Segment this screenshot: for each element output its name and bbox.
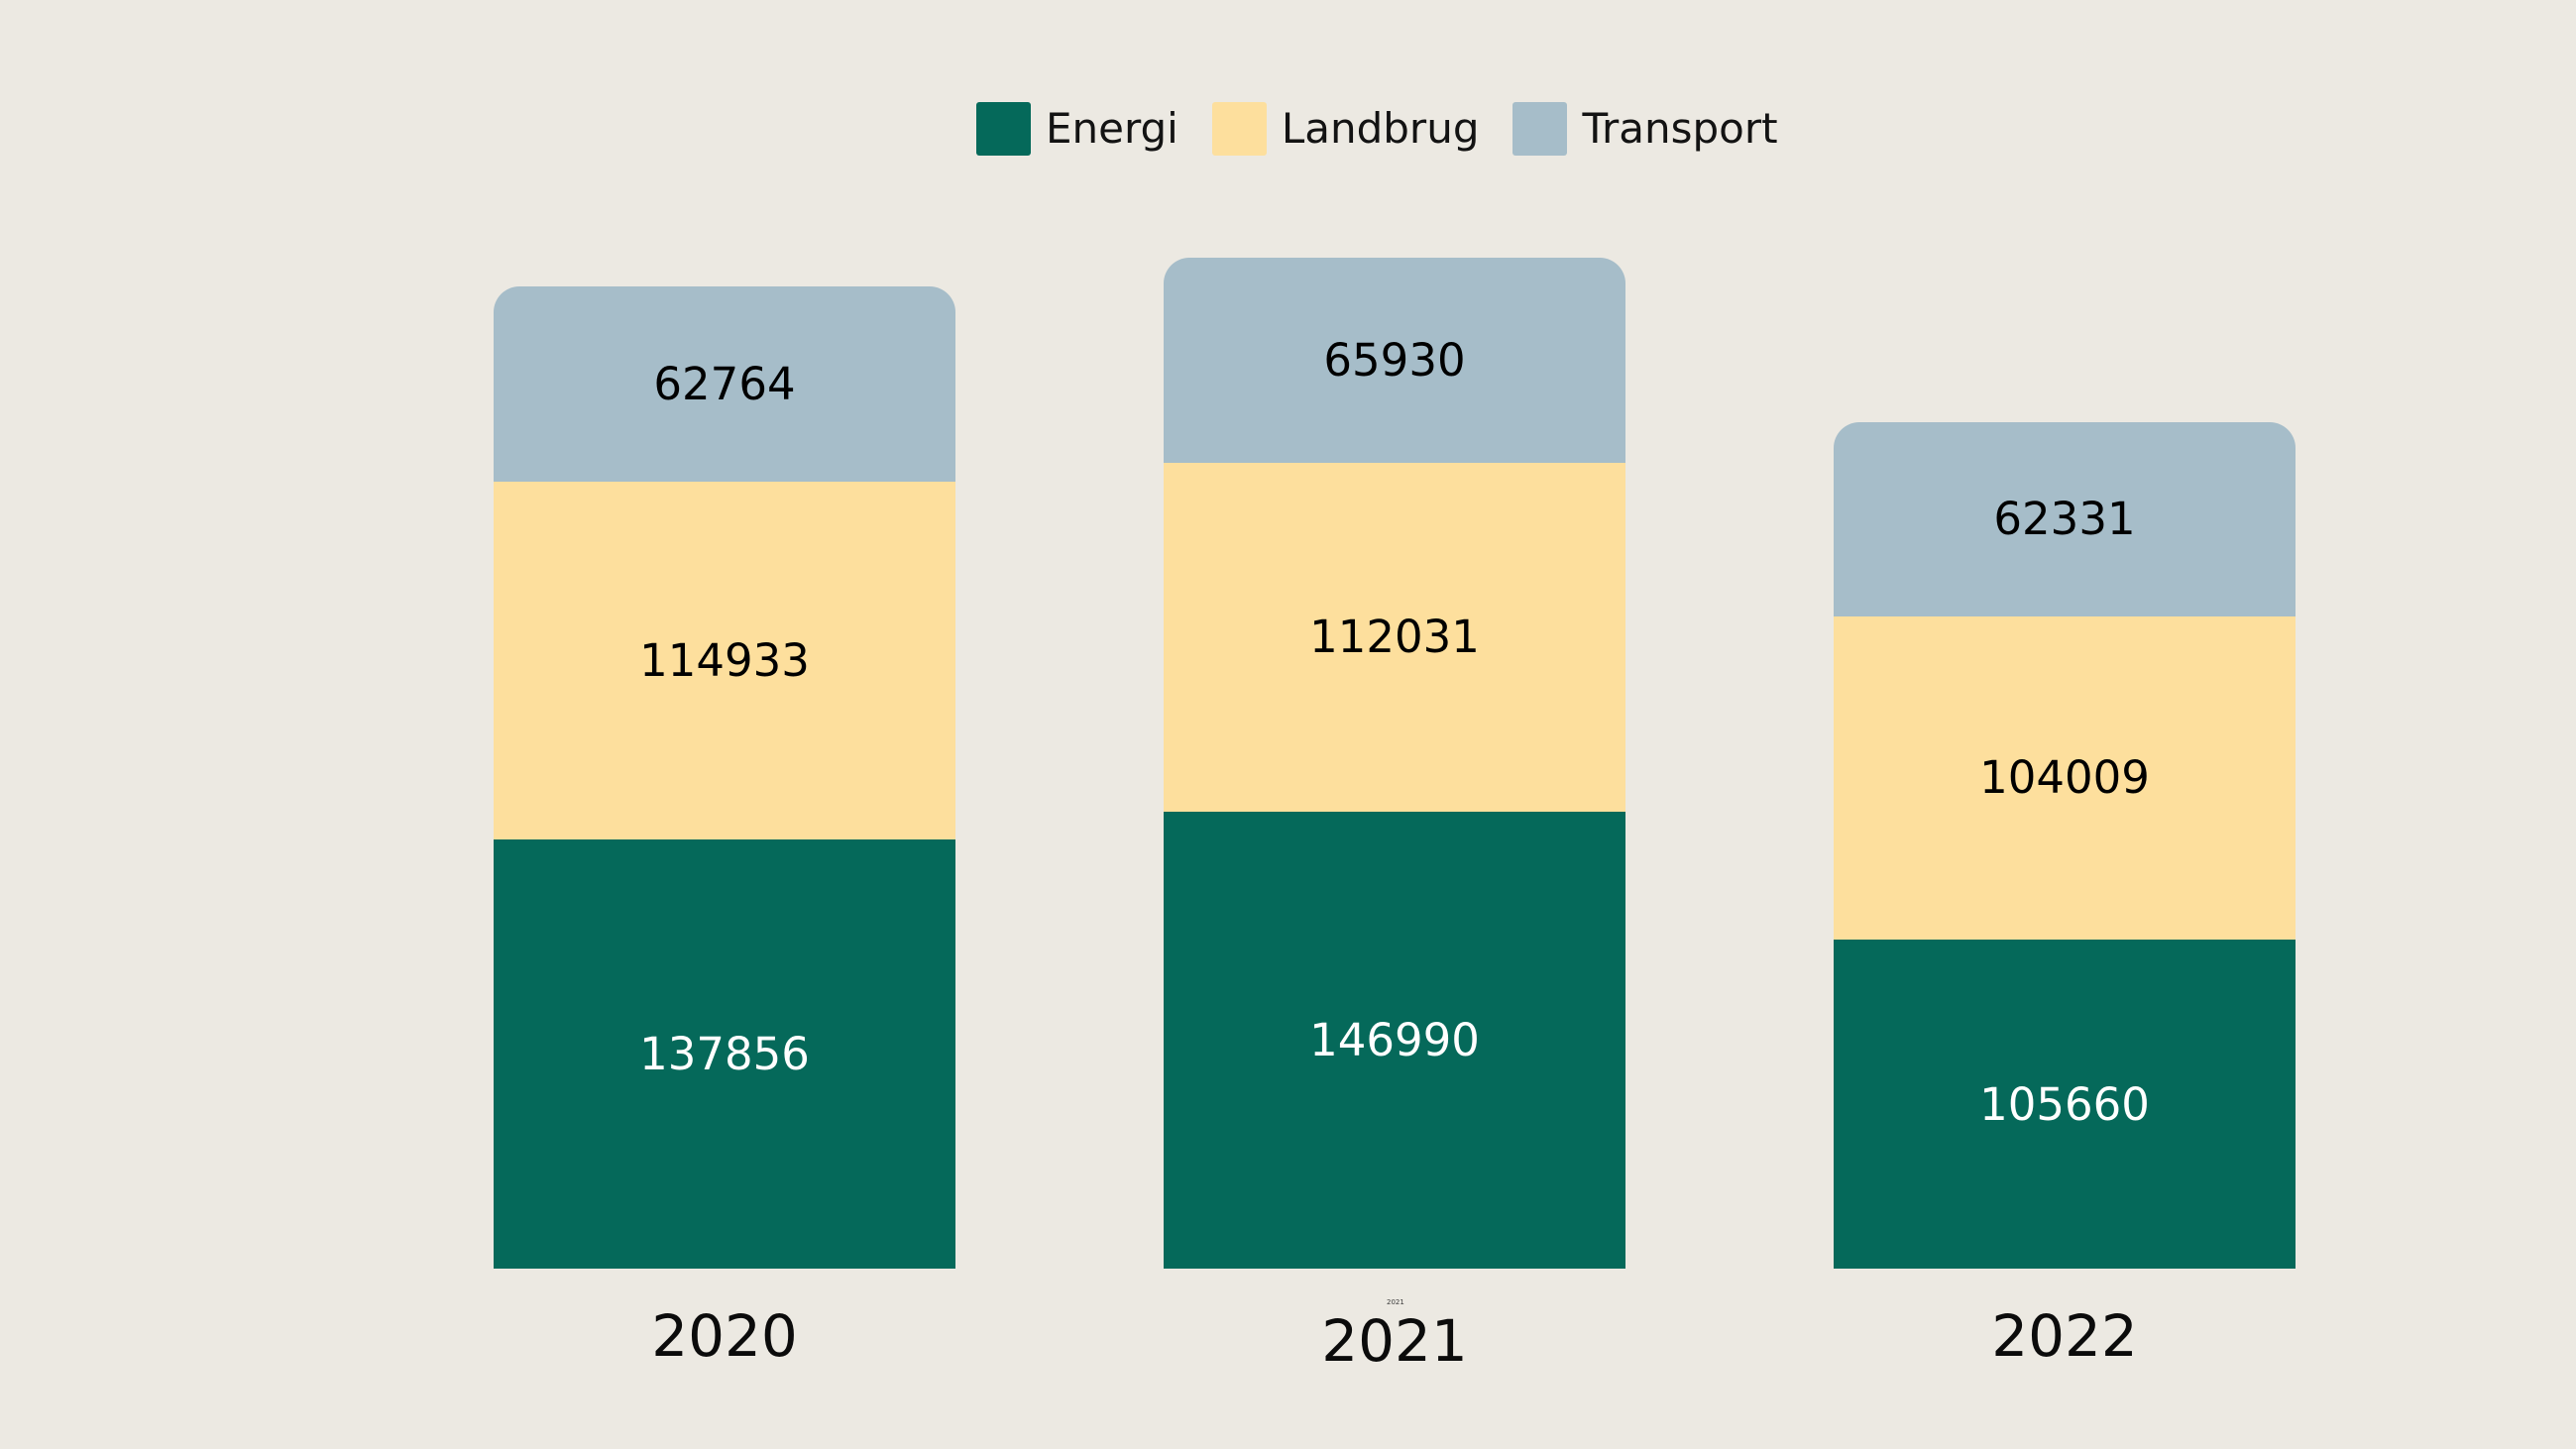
bar-2022: 62331 104009 105660 (1834, 422, 2296, 1269)
legend: Energi Landbrug Transport (976, 102, 1778, 156)
legend-swatch-energi-icon (976, 102, 1031, 156)
x-axis-label-2020: 2020 (651, 1302, 798, 1370)
legend-item-landbrug: Landbrug (1211, 102, 1480, 156)
value-label-transport-2020: 62764 (653, 358, 796, 411)
x-axis-label-2021: 2021 (1321, 1307, 1468, 1375)
segment-transport-2021: 65930 (1164, 257, 1625, 463)
value-label-landbrug-2022: 104009 (1979, 751, 2150, 805)
bar-2020: 62764 114933 137856 (494, 286, 955, 1269)
legend-item-energi: Energi (976, 102, 1178, 156)
legend-item-transport: Transport (1512, 102, 1778, 156)
value-label-energi-2020: 137856 (639, 1028, 810, 1081)
segment-transport-2022: 62331 (1834, 422, 2296, 616)
legend-swatch-transport-icon (1512, 102, 1568, 156)
legend-label-energi: Energi (1046, 104, 1178, 153)
tiny-duplicate-year-label: 2021 (1387, 1298, 1404, 1306)
bar-2021: 65930 112031 146990 (1164, 257, 1625, 1269)
legend-label-landbrug: Landbrug (1281, 104, 1480, 153)
x-axis-label-2022: 2022 (1991, 1302, 2138, 1370)
segment-transport-2020: 62764 (494, 286, 955, 483)
legend-label-transport: Transport (1582, 104, 1778, 153)
segment-energi-2022: 105660 (1834, 940, 2296, 1269)
segment-landbrug-2020: 114933 (494, 482, 955, 840)
value-label-transport-2021: 65930 (1323, 333, 1466, 387)
segment-energi-2020: 137856 (494, 839, 955, 1269)
segment-landbrug-2022: 104009 (1834, 615, 2296, 941)
value-label-energi-2022: 105660 (1979, 1077, 2150, 1131)
value-label-energi-2021: 146990 (1309, 1013, 1480, 1066)
legend-swatch-landbrug-icon (1211, 102, 1267, 156)
value-label-landbrug-2021: 112031 (1309, 611, 1480, 664)
value-label-transport-2022: 62331 (1993, 493, 2136, 546)
segment-energi-2021: 146990 (1164, 811, 1625, 1269)
value-label-landbrug-2020: 114933 (639, 634, 810, 688)
segment-landbrug-2021: 112031 (1164, 462, 1625, 812)
